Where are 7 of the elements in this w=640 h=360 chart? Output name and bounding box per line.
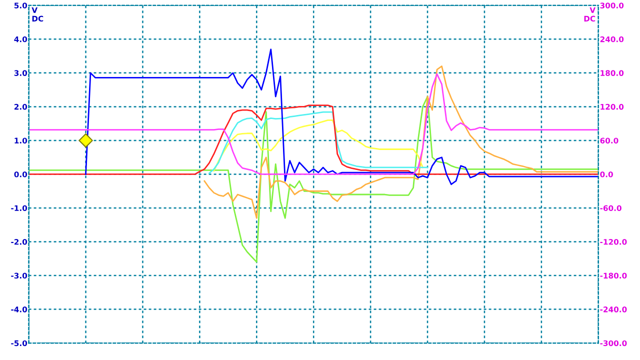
line-series (213, 120, 424, 172)
line-series (208, 111, 428, 174)
line-series (28, 73, 598, 175)
line-series (204, 65, 598, 219)
line-series (28, 96, 598, 263)
line-series (85, 48, 598, 186)
line-series (28, 104, 598, 175)
